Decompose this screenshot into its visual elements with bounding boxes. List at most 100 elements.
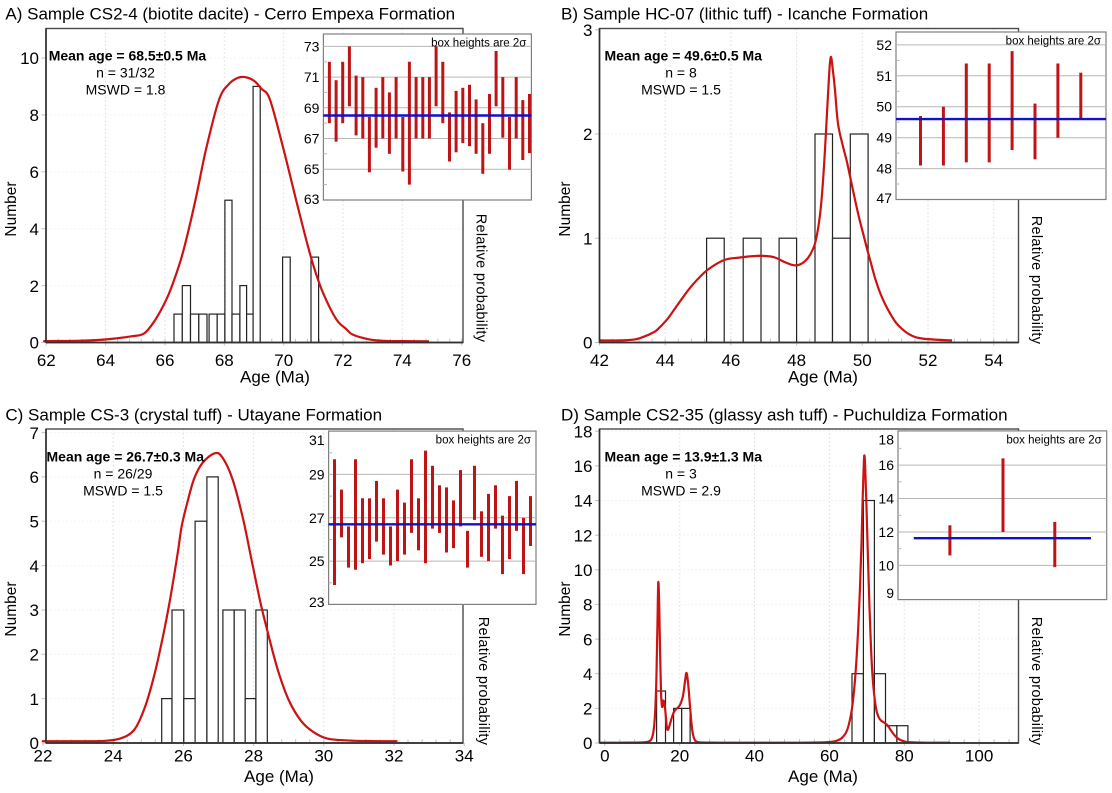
- svg-text:26: 26: [174, 747, 193, 766]
- svg-text:0: 0: [583, 734, 592, 753]
- svg-text:Mean age = 49.6±0.5 Ma: Mean age = 49.6±0.5 Ma: [605, 48, 763, 64]
- svg-text:24: 24: [104, 747, 123, 766]
- svg-text:32: 32: [385, 747, 404, 766]
- svg-text:48: 48: [876, 161, 892, 177]
- svg-text:Age (Ma): Age (Ma): [788, 767, 858, 786]
- svg-text:1: 1: [30, 690, 39, 709]
- svg-text:B) Sample HC-07 (lithic tuff): B) Sample HC-07 (lithic tuff) - Icanche …: [561, 4, 928, 23]
- svg-text:54: 54: [984, 351, 1003, 370]
- svg-text:50: 50: [876, 99, 892, 115]
- svg-text:0: 0: [30, 734, 39, 753]
- svg-text:73: 73: [304, 38, 320, 54]
- svg-text:80: 80: [895, 747, 914, 766]
- svg-text:18: 18: [878, 432, 894, 448]
- svg-text:D) Sample CS2-35 (glassy ash t: D) Sample CS2-35 (glassy ash tuff) - Puc…: [561, 406, 1008, 425]
- svg-text:70: 70: [274, 351, 293, 370]
- svg-text:10: 10: [878, 557, 894, 573]
- svg-text:31: 31: [309, 432, 325, 448]
- svg-text:2: 2: [583, 700, 592, 719]
- svg-text:Mean age = 26.7±0.3 Ma: Mean age = 26.7±0.3 Ma: [47, 449, 205, 465]
- svg-text:3: 3: [583, 21, 592, 40]
- svg-text:34: 34: [455, 747, 474, 766]
- svg-text:27: 27: [309, 510, 325, 526]
- svg-text:64: 64: [96, 351, 115, 370]
- svg-text:76: 76: [452, 351, 471, 370]
- svg-text:Number: Number: [557, 181, 574, 236]
- svg-text:n = 26/29: n = 26/29: [94, 466, 153, 482]
- svg-text:12: 12: [878, 524, 894, 540]
- svg-text:Relative probability: Relative probability: [1028, 216, 1044, 345]
- svg-text:18: 18: [574, 422, 593, 441]
- svg-text:Relative probability: Relative probability: [475, 617, 491, 746]
- svg-text:10: 10: [574, 561, 593, 580]
- svg-text:A) Sample CS2-4 (biotite dacit: A) Sample CS2-4 (biotite dacite) - Cerro…: [5, 4, 455, 23]
- svg-text:100: 100: [965, 747, 993, 766]
- svg-text:69: 69: [304, 100, 320, 116]
- svg-text:74: 74: [393, 351, 412, 370]
- svg-text:Age (Ma): Age (Ma): [240, 367, 310, 386]
- svg-text:71: 71: [304, 69, 320, 85]
- svg-text:C) Sample CS-3 (crystal tuff): C) Sample CS-3 (crystal tuff) - Utayane …: [5, 406, 382, 425]
- svg-text:52: 52: [876, 37, 892, 53]
- svg-text:MSWD = 1.5: MSWD = 1.5: [641, 82, 721, 98]
- svg-text:28: 28: [244, 747, 263, 766]
- svg-text:3: 3: [30, 601, 39, 620]
- svg-text:47: 47: [876, 190, 892, 206]
- svg-text:52: 52: [919, 351, 938, 370]
- svg-text:23: 23: [309, 594, 325, 610]
- svg-text:30: 30: [314, 747, 333, 766]
- svg-text:14: 14: [878, 491, 894, 507]
- svg-text:box heights are 2σ: box heights are 2σ: [1006, 434, 1101, 446]
- svg-text:48: 48: [787, 351, 806, 370]
- svg-text:Relative probability: Relative probability: [1028, 617, 1044, 746]
- svg-text:Age (Ma): Age (Ma): [788, 367, 858, 386]
- svg-text:MSWD = 1.8: MSWD = 1.8: [86, 82, 166, 98]
- svg-text:MSWD = 2.9: MSWD = 2.9: [641, 483, 721, 499]
- svg-text:0: 0: [30, 334, 39, 353]
- svg-text:62: 62: [37, 351, 56, 370]
- svg-text:14: 14: [574, 492, 593, 511]
- svg-text:4: 4: [30, 557, 39, 576]
- svg-text:0: 0: [600, 747, 609, 766]
- svg-text:16: 16: [878, 457, 894, 473]
- svg-text:10: 10: [20, 49, 39, 68]
- svg-text:50: 50: [853, 351, 872, 370]
- svg-text:6: 6: [30, 163, 39, 182]
- svg-text:67: 67: [304, 131, 320, 147]
- svg-text:63: 63: [304, 191, 320, 207]
- svg-text:40: 40: [745, 747, 764, 766]
- svg-text:72: 72: [334, 351, 353, 370]
- svg-text:51: 51: [876, 68, 892, 84]
- svg-text:65: 65: [304, 161, 320, 177]
- svg-text:29: 29: [309, 466, 325, 482]
- svg-text:2: 2: [30, 646, 39, 665]
- svg-text:20: 20: [670, 747, 689, 766]
- svg-text:8: 8: [583, 596, 592, 615]
- svg-text:6: 6: [583, 630, 592, 649]
- svg-text:box heights are 2σ: box heights are 2σ: [436, 435, 531, 447]
- svg-text:4: 4: [583, 665, 592, 684]
- svg-text:22: 22: [34, 747, 53, 766]
- svg-text:49: 49: [876, 130, 892, 146]
- svg-text:9: 9: [886, 585, 894, 601]
- svg-text:n = 8: n = 8: [665, 65, 697, 81]
- svg-text:box heights are 2σ: box heights are 2σ: [1006, 36, 1101, 48]
- svg-text:Relative probability: Relative probability: [473, 214, 489, 343]
- svg-text:Number: Number: [3, 581, 20, 636]
- svg-text:7: 7: [30, 424, 39, 443]
- svg-text:n = 31/32: n = 31/32: [96, 65, 155, 81]
- svg-text:60: 60: [820, 747, 839, 766]
- svg-text:n = 3: n = 3: [665, 466, 697, 482]
- svg-text:6: 6: [30, 468, 39, 487]
- svg-text:Mean age = 13.9±1.3 Ma: Mean age = 13.9±1.3 Ma: [605, 449, 763, 465]
- svg-text:16: 16: [574, 457, 593, 476]
- svg-text:Number: Number: [3, 181, 20, 236]
- svg-text:2: 2: [30, 277, 39, 296]
- svg-text:68: 68: [215, 351, 234, 370]
- svg-text:5: 5: [30, 513, 39, 532]
- svg-text:0: 0: [583, 334, 592, 353]
- svg-text:Age (Ma): Age (Ma): [244, 767, 314, 786]
- svg-text:Number: Number: [557, 581, 574, 636]
- svg-text:MSWD = 1.5: MSWD = 1.5: [83, 483, 163, 499]
- svg-text:4: 4: [30, 220, 39, 239]
